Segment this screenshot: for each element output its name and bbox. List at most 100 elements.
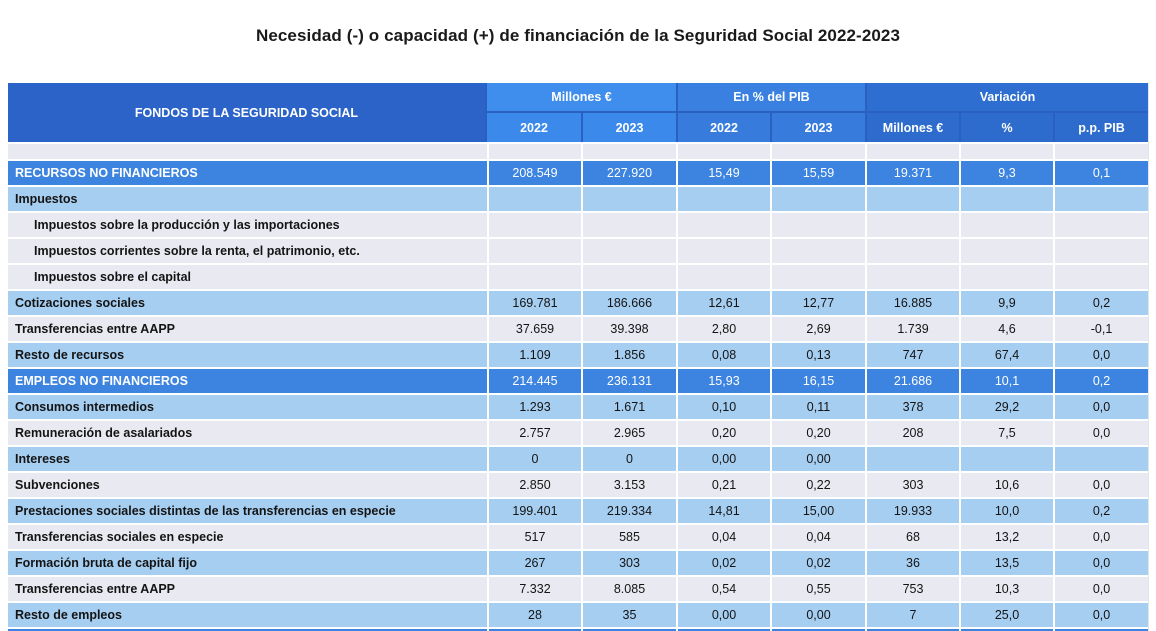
- cell-value: 1.739: [865, 315, 959, 341]
- cell-value: 0,2: [1053, 367, 1149, 393]
- table-row: Intereses 0 0 0,00 0,00: [8, 445, 1149, 471]
- cell-value: 13,5: [959, 549, 1053, 575]
- cell-value: [959, 237, 1053, 263]
- cell-value: 28: [487, 601, 581, 627]
- cell-value: [1053, 142, 1149, 159]
- row-label: Impuestos sobre la producción y las impo…: [8, 211, 487, 237]
- social-security-table: FONDOS DE LA SEGURIDAD SOCIAL Millones €…: [8, 83, 1150, 631]
- cell-value: 2,80: [676, 315, 770, 341]
- table-row: Transferencias entre AAPP 7.332 8.085 0,54 0…: [8, 575, 1149, 601]
- table-header: FONDOS DE LA SEGURIDAD SOCIAL Millones €…: [8, 83, 1149, 142]
- cell-value: [959, 263, 1053, 289]
- cell-value: 7,5: [959, 419, 1053, 445]
- cell-value: [770, 263, 865, 289]
- cell-value: [865, 237, 959, 263]
- cell-value: 13,2: [959, 523, 1053, 549]
- cell-value: 14,81: [676, 497, 770, 523]
- cell-value: [676, 142, 770, 159]
- table-row: Resto de recursos 1.109 1.856 0,08 0,13 747 67…: [8, 341, 1149, 367]
- cell-value: 0,04: [770, 523, 865, 549]
- cell-value: 10,0: [959, 497, 1053, 523]
- cell-value: [487, 142, 581, 159]
- header-col-2023-pib: 2023: [770, 111, 865, 142]
- cell-value: 25,0: [959, 601, 1053, 627]
- cell-value: [770, 142, 865, 159]
- cell-value: 15,00: [770, 497, 865, 523]
- cell-value: [770, 211, 865, 237]
- cell-value: 10,6: [959, 471, 1053, 497]
- table-row: Resto de empleos 28 35 0,00 0,00 7 25,0 0,0: [8, 601, 1149, 627]
- table-row: EMPLEOS NO FINANCIEROS 214.445 236.131 15,9…: [8, 367, 1149, 393]
- cell-value: 0,00: [676, 601, 770, 627]
- cell-value: 10,3: [959, 575, 1053, 601]
- cell-value: 29,2: [959, 393, 1053, 419]
- cell-value: 0,21: [676, 471, 770, 497]
- row-label: Transferencias sociales en especie: [8, 523, 487, 549]
- cell-value: 1.856: [581, 341, 676, 367]
- cell-value: [770, 237, 865, 263]
- cell-value: 0: [487, 445, 581, 471]
- cell-value: 0,02: [770, 549, 865, 575]
- cell-value: 303: [865, 471, 959, 497]
- cell-value: 753: [865, 575, 959, 601]
- table-row: Subvenciones 2.850 3.153 0,21 0,22 303 10,6 0,0: [8, 471, 1149, 497]
- cell-value: -8.211: [581, 627, 676, 631]
- cell-value: 378: [865, 393, 959, 419]
- table-row: Consumos intermedios 1.293 1.671 0,10 0,11 37…: [8, 393, 1149, 419]
- cell-value: [770, 185, 865, 211]
- cell-value: 2,69: [770, 315, 865, 341]
- cell-value: 2.850: [487, 471, 581, 497]
- spacer-row: [8, 142, 1149, 159]
- cell-value: 1.293: [487, 393, 581, 419]
- cell-value: 1.671: [581, 393, 676, 419]
- header-col-variacion-millones: Millones €: [865, 111, 959, 142]
- table-row: Impuestos sobre el capital: [8, 263, 1149, 289]
- cell-value: 0,2: [1053, 289, 1149, 315]
- header-label-column: FONDOS DE LA SEGURIDAD SOCIAL: [8, 83, 487, 142]
- cell-value: 0,10: [676, 393, 770, 419]
- cell-value: 16.885: [865, 289, 959, 315]
- cell-value: 747: [865, 341, 959, 367]
- row-label: Capacidad (+) / Necesidad (-) de financi…: [8, 627, 487, 631]
- cell-value: [1053, 237, 1149, 263]
- table-row: Formación bruta de capital fijo 267 303 0,0…: [8, 549, 1149, 575]
- cell-value: -0,44: [676, 627, 770, 631]
- cell-value: 2.965: [581, 419, 676, 445]
- cell-value: 517: [487, 523, 581, 549]
- cell-value: 35: [581, 601, 676, 627]
- cell-value: 10,1: [959, 367, 1053, 393]
- cell-value: 0,2: [1053, 497, 1149, 523]
- header-group-row: FONDOS DE LA SEGURIDAD SOCIAL Millones €…: [8, 83, 1149, 142]
- cell-value: 236.131: [581, 367, 676, 393]
- cell-value: 3.153: [581, 471, 676, 497]
- cell-value: 0,0: [1053, 601, 1149, 627]
- cell-value: [487, 237, 581, 263]
- cell-value: [865, 211, 959, 237]
- cell-value: 8.085: [581, 575, 676, 601]
- cell-value: 186.666: [581, 289, 676, 315]
- cell-value: 0,00: [770, 601, 865, 627]
- row-label: Cotizaciones sociales: [8, 289, 487, 315]
- row-label: Resto de recursos: [8, 341, 487, 367]
- cell-value: 39.398: [581, 315, 676, 341]
- cell-value: 0: [581, 445, 676, 471]
- cell-value: [1053, 263, 1149, 289]
- row-label: Impuestos corrientes sobre la renta, el …: [8, 237, 487, 263]
- cell-value: 0,20: [676, 419, 770, 445]
- cell-value: 0,0: [1053, 575, 1149, 601]
- header-col-variacion-pp-pib: p.p. PIB: [1053, 111, 1149, 142]
- table-row: Impuestos corrientes sobre la renta, el …: [8, 237, 1149, 263]
- header-col-2023-millones: 2023: [581, 111, 676, 142]
- cell-value: 169.781: [487, 289, 581, 315]
- cell-value: 0,0: [1053, 341, 1149, 367]
- row-label: Intereses: [8, 445, 487, 471]
- cell-value: [676, 185, 770, 211]
- cell-value: [581, 185, 676, 211]
- header-group-pib: En % del PIB: [676, 83, 865, 111]
- cell-value: [865, 263, 959, 289]
- social-security-table-container: FONDOS DE LA SEGURIDAD SOCIAL Millones €…: [8, 83, 1150, 631]
- cell-value: [487, 263, 581, 289]
- cell-value: [676, 263, 770, 289]
- header-col-2022-millones: 2022: [487, 111, 581, 142]
